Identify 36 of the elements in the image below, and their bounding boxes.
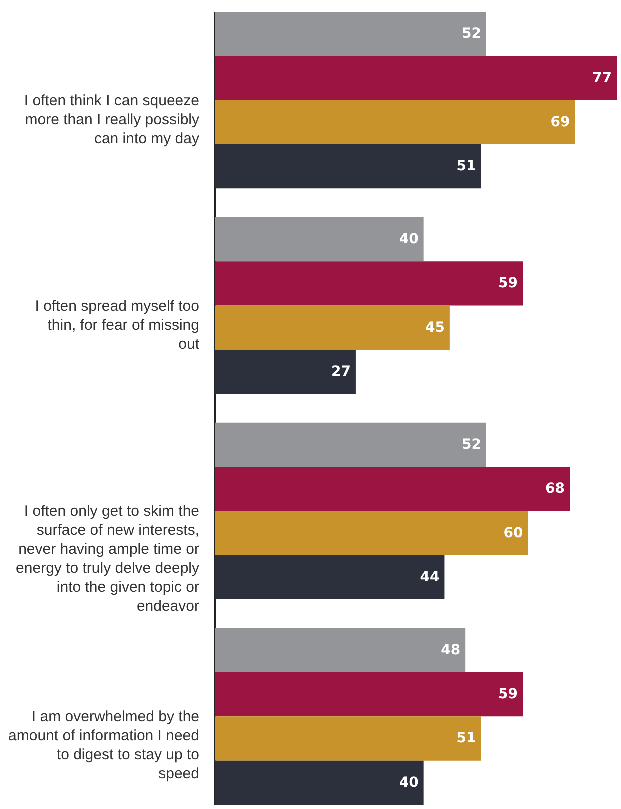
data-label: 60 [504,525,524,542]
y-tick-label: I often only get to skim the surface of new interests, never having ample time or energy to truly delve deeply into the given topic or endeavor [16,503,200,616]
bar [215,350,356,394]
y-tick-label: I am overwhelmed by the amount of information I need to digest to stay up to speed [8,708,200,783]
data-label: 27 [331,364,351,380]
data-label: 69 [550,114,570,130]
data-label: 40 [399,232,420,248]
bar [215,306,450,350]
data-label: 51 [456,730,476,747]
data-label: 59 [498,276,518,292]
bar [215,262,524,306]
bar [215,555,445,600]
bar [215,217,424,262]
data-label: 59 [498,686,518,703]
bar [215,144,482,189]
data-label: 40 [399,774,420,791]
y-tick-label: I often think I can squeeze more than I really possibly can into my day [24,92,200,148]
bar [215,716,482,761]
data-label: 44 [420,569,440,586]
bar [215,12,486,56]
data-label: 52 [462,436,482,453]
data-label: 68 [546,481,566,498]
data-label: 77 [592,70,612,86]
y-tick-label: I often spread myself too thin, for fear of missing out [35,298,200,353]
bar [215,100,576,145]
bar [215,422,486,468]
data-label: 52 [462,26,482,42]
bar [215,760,424,805]
bar [215,511,528,556]
data-label: 48 [441,642,461,658]
data-label: 51 [456,158,476,175]
data-label: 45 [425,320,445,336]
bar [215,672,524,717]
bar [215,56,617,100]
bar [215,467,570,512]
bar [215,628,466,672]
